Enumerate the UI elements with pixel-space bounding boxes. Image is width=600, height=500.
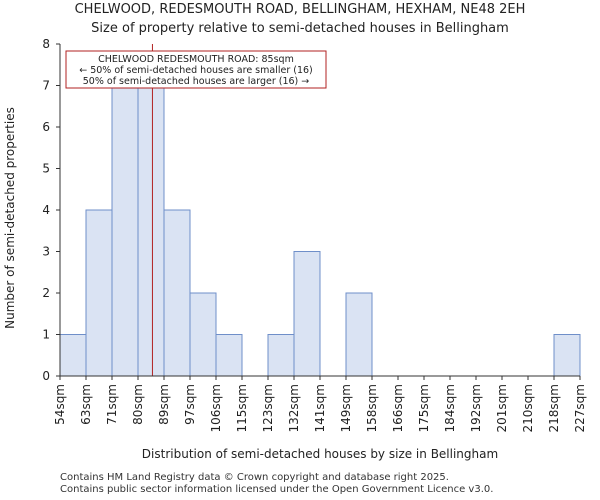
x-tick-label-192sqm: 192sqm [469,384,483,432]
x-tick-label-106sqm: 106sqm [209,384,223,432]
y-tick-label-3: 3 [42,245,50,259]
footer-line-2: Contains public sector information licen… [60,484,494,495]
x-tick-label-149sqm: 149sqm [339,384,353,432]
x-tick-label-166sqm: 166sqm [391,384,405,432]
y-axis-label: Number of semi-detached properties [3,107,17,329]
x-tick-label-158sqm: 158sqm [365,384,379,432]
x-tick-label-71sqm: 71sqm [105,384,119,425]
x-tick-label-210sqm: 210sqm [521,384,535,432]
y-tick-label-1: 1 [42,328,50,342]
x-tick-label-123sqm: 123sqm [261,384,275,432]
bar-218sqm [553,334,581,377]
chart-title: CHELWOOD, REDESMOUTH ROAD, BELLINGHAM, H… [75,2,526,17]
y-tick-label-4: 4 [42,203,50,217]
y-tick-label-8: 8 [42,37,50,51]
bar-71sqm [111,85,139,377]
bar-97sqm [189,292,217,377]
x-tick-label-141sqm: 141sqm [313,384,327,432]
x-tick-label-184sqm: 184sqm [443,384,457,432]
bar-106sqm [215,334,243,377]
x-tick-label-201sqm: 201sqm [495,384,509,432]
x-ticks-group: 54sqm 63sqm 71sqm 80sqm 89sqm 97sqm 106sqm 115s… [53,376,587,432]
annotation-line-2: ← 50% of semi-detached houses are smalle… [79,65,313,76]
bar-89sqm [163,209,191,377]
x-tick-label-227sqm: 227sqm [573,384,587,432]
x-axis-label: Distribution of semi-detached houses by … [142,447,498,461]
x-tick-label-175sqm: 175sqm [417,384,431,432]
bar-132sqm [293,251,321,377]
annotation-line-1: CHELWOOD REDESMOUTH ROAD: 85sqm [98,54,294,65]
x-tick-label-89sqm: 89sqm [157,384,171,425]
x-tick-label-54sqm: 54sqm [53,384,67,425]
x-tick-label-63sqm: 63sqm [79,384,93,425]
bar-63sqm [85,209,113,377]
y-tick-label-5: 5 [42,162,50,176]
bars-group [59,85,581,377]
y-tick-label-6: 6 [42,120,50,134]
bar-54sqm [59,334,87,377]
bar-80sqm [137,85,165,377]
x-tick-label-80sqm: 80sqm [131,384,145,425]
annotation-frame [65,50,327,89]
annotation-line-3: 50% of semi-detached houses are larger (… [83,76,310,87]
annotation-box: CHELWOOD REDESMOUTH ROAD: 85sqm ← 50% of… [65,50,327,89]
y-tick-label-0: 0 [42,369,50,383]
bar-123sqm [267,334,295,377]
y-ticks-group: 0 1 2 3 4 5 6 7 8 [42,37,60,383]
chart-subtitle: Size of property relative to semi-detach… [91,21,509,36]
footer-line-1: Contains HM Land Registry data © Crown c… [60,472,449,483]
x-tick-label-132sqm: 132sqm [287,384,301,432]
x-tick-label-115sqm: 115sqm [235,384,249,432]
y-tick-label-2: 2 [42,286,50,300]
x-tick-label-218sqm: 218sqm [547,384,561,432]
bar-149sqm [345,292,373,377]
x-tick-label-97sqm: 97sqm [183,384,197,425]
histogram-chart: CHELWOOD, REDESMOUTH ROAD, BELLINGHAM, H… [3,2,587,461]
y-tick-label-7: 7 [42,79,50,93]
